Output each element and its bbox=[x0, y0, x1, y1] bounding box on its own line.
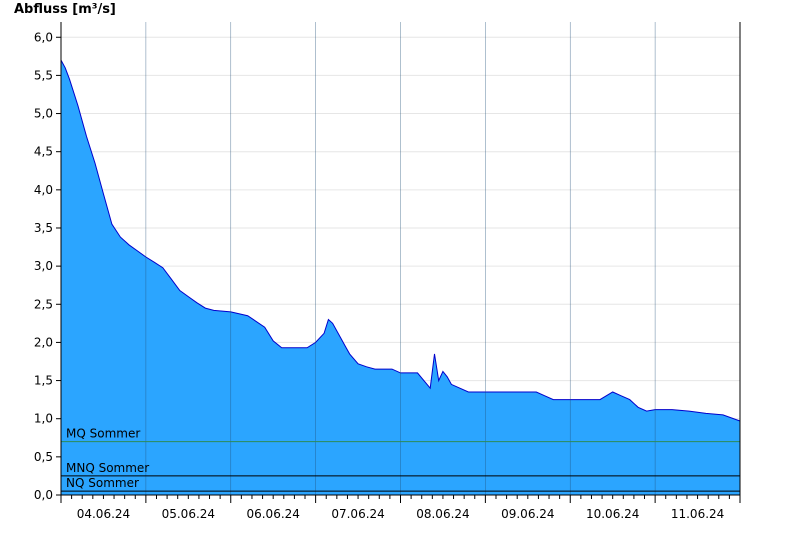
y-tick-label: 0,0 bbox=[34, 488, 53, 502]
y-axis-title: Abfluss [m³/s] bbox=[14, 2, 116, 17]
reference-line-label: MQ Sommer bbox=[66, 427, 140, 441]
y-tick-label: 4,0 bbox=[34, 183, 53, 197]
y-tick-label: 1,5 bbox=[34, 374, 53, 388]
discharge-line bbox=[60, 59, 741, 422]
y-tick-label: 5,0 bbox=[34, 107, 53, 121]
reference-line-label: MNQ Sommer bbox=[66, 461, 149, 475]
x-tick-label: 10.06.24 bbox=[586, 507, 639, 521]
x-tick-label: 06.06.24 bbox=[246, 507, 299, 521]
reference-line-label: NQ Sommer bbox=[66, 476, 139, 490]
y-tick-label: 5,5 bbox=[34, 68, 53, 82]
y-tick-label: 3,5 bbox=[34, 221, 53, 235]
y-tick-label: 2,5 bbox=[34, 297, 53, 311]
y-tick-label: 3,0 bbox=[34, 259, 53, 273]
x-tick-label: 11.06.24 bbox=[671, 507, 724, 521]
y-tick-label: 0,5 bbox=[34, 450, 53, 464]
y-tick-label: 4,5 bbox=[34, 145, 53, 159]
y-tick-label: 1,0 bbox=[34, 412, 53, 426]
y-tick-label: 6,0 bbox=[34, 30, 53, 44]
x-tick-label: 09.06.24 bbox=[501, 507, 554, 521]
x-tick-label: 07.06.24 bbox=[331, 507, 384, 521]
x-tick-label: 05.06.24 bbox=[162, 507, 215, 521]
x-tick-label: 08.06.24 bbox=[416, 507, 469, 521]
x-tick-label: 04.06.24 bbox=[77, 507, 130, 521]
y-tick-label: 2,0 bbox=[34, 335, 53, 349]
